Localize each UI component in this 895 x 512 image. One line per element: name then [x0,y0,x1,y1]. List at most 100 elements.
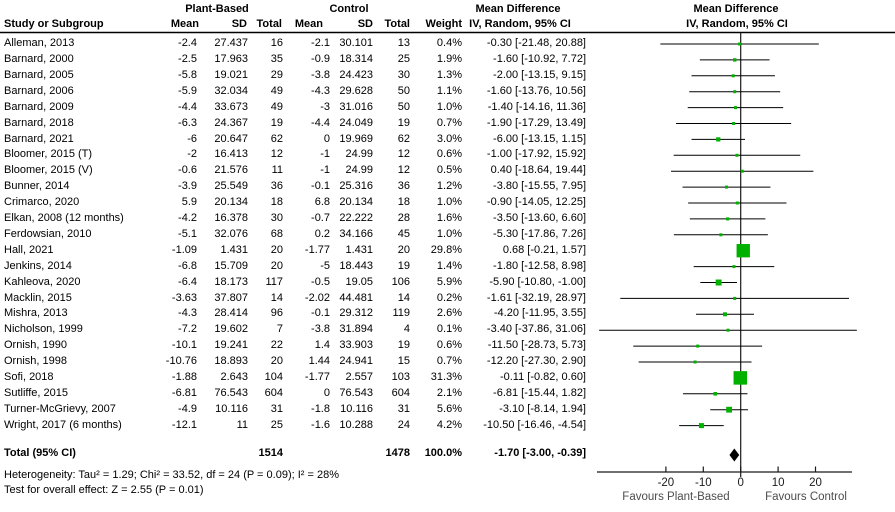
plant-total: 11 [271,164,283,177]
control-sd: 31.894 [339,323,373,336]
md-column-title: Mean Difference [475,3,561,15]
study-row: Ornish, 1998 -10.76 18.893 20 1.44 24.941 15 0.… [0,354,600,370]
plant-mean: 5.9 [181,196,197,209]
total-label: Total (95% CI) [4,447,76,459]
plant-sd: 10.116 [215,402,248,415]
study-label: Ornish, 1990 [4,339,67,352]
study-label: Ornish, 1998 [4,355,67,368]
plant-total: 117 [265,275,283,288]
effect-marker [723,312,727,317]
md-ci-text: -5.30 [-17.86, 7.26] [493,227,586,240]
control-sd: 10.288 [339,418,373,431]
plant-mean: -4.9 [178,402,197,415]
plant-sd: 11 [236,418,248,431]
plant-total: 62 [270,132,283,145]
effect-marker [732,122,736,125]
study-row: Ferdowsian, 2010 -5.1 32.076 68 0.2 34.166 45 1… [0,227,600,243]
weight: 5.9% [436,275,462,288]
study-row: Kahleova, 2020 -6.4 18.173 117 -0.5 19.05 106 5… [0,275,600,291]
weight: 1.9% [436,53,462,65]
plant-total: 35 [270,53,283,65]
column-header-control-mean: Mean [294,18,323,30]
control-sd: 19.05 [345,275,373,288]
md-ci-text: -1.90 [-17.29, 13.49] [486,116,586,129]
axis-tick-label: -20 [658,477,675,489]
plant-total: 25 [270,418,283,431]
weight: 0.2% [436,291,462,304]
control-mean: 0 [323,132,330,145]
weight: 1.0% [436,227,462,240]
study-label: Hall, 2021 [4,243,54,256]
control-total: 119 [392,307,410,320]
plant-mean: -12.1 [171,418,197,431]
summary-diamond [729,448,740,462]
plant-total: 22 [270,339,283,352]
effect-marker [719,233,723,237]
plant-total: 49 [270,100,283,113]
effect-marker [724,185,728,189]
weight: 3.0% [436,132,462,145]
control-mean: -1 [320,148,330,161]
control-total: 19 [397,339,410,352]
control-mean: -1 [320,164,330,177]
plant-mean: -10.76 [165,355,197,368]
weight: 5.6% [436,402,462,415]
plant-sd: 76.543 [214,386,248,399]
md-ci-text: -3.10 [-8.14, 1.94] [499,402,586,415]
control-total: 50 [397,84,410,97]
study-row: Elkan, 2008 (12 months) -4.2 16.378 30 -0.7 2… [0,211,600,227]
control-total: 30 [397,68,410,81]
plant-mean: -5.8 [178,68,197,81]
plant-sd: 28.414 [214,307,248,320]
plant-sd: 20.134 [214,196,248,209]
control-total: 106 [391,275,410,288]
weight: 2.6% [436,307,462,320]
plant-mean: -4.3 [178,307,197,320]
weight: 1.0% [436,196,462,209]
weight: 1.2% [436,180,462,193]
plant-sd: 19.602 [214,323,248,336]
study-label: Sutliffe, 2015 [4,386,69,399]
weight: 4.2% [436,418,462,431]
plant-mean: -4.2 [178,212,197,224]
plant-sd: 32.076 [214,227,248,240]
weight: 1.1% [436,84,462,97]
study-row: Bloomer, 2015 (V) -0.6 21.576 11 -1 24.99 12 0.… [0,163,600,179]
plant-mean: -6.4 [178,275,197,288]
control-sd: 18.314 [339,53,373,65]
plant-total: 68 [270,227,283,240]
control-mean: -5 [320,259,330,272]
plant-sd: 2.643 [220,371,248,383]
study-label: Barnard, 2000 [4,53,74,65]
md-ci-text: -11.50 [-28.73, 5.73] [487,339,586,352]
plant-mean: -4.4 [178,100,197,113]
effect-marker [726,217,730,221]
axis-tick-label: 0 [737,477,743,489]
plant-sd: 21.576 [214,164,248,177]
study-label: Bloomer, 2015 (V) [4,164,93,177]
effect-marker [733,90,737,94]
study-row: Crimarco, 2020 5.9 20.134 18 6.8 20.134 18 1.0%… [0,195,600,211]
study-row: Alleman, 2013 -2.4 27.437 16 -2.1 30.101 13 0.4… [0,36,600,52]
control-total: 604 [391,386,410,399]
md-ci-text: -1.40 [-14.16, 11.36] [487,100,586,113]
effect-marker [740,169,744,173]
md-ci-text: -4.20 [-11.95, 3.55] [493,307,586,320]
control-total: 28 [397,212,410,224]
control-mean: -2.1 [311,37,330,50]
study-row: Sofi, 2018 -1.88 2.643 104 -1.77 2.557 103 31.3… [0,370,600,386]
plant-mean: -6.3 [178,116,197,129]
control-total: 20 [397,243,410,256]
plant-sd: 17.963 [214,53,248,65]
control-sd: 19.969 [339,132,373,145]
study-label: Barnard, 2018 [4,116,74,129]
md-ci-text: -1.60 [-10.92, 7.72] [493,53,586,65]
md-ci-text: 0.40 [-18.64, 19.44] [490,164,586,177]
column-header-plant-total: Total [256,18,282,30]
plant-mean: -6.81 [171,386,197,399]
plant-mean: -5.9 [178,84,197,97]
plant-total: 18 [270,196,283,209]
control-sd: 33.903 [339,339,373,352]
md-ci-text: -5.90 [-10.80, -1.00] [489,275,586,288]
study-row: Mishra, 2013 -4.3 28.414 96 -0.1 29.312 119 2.6… [0,306,600,322]
